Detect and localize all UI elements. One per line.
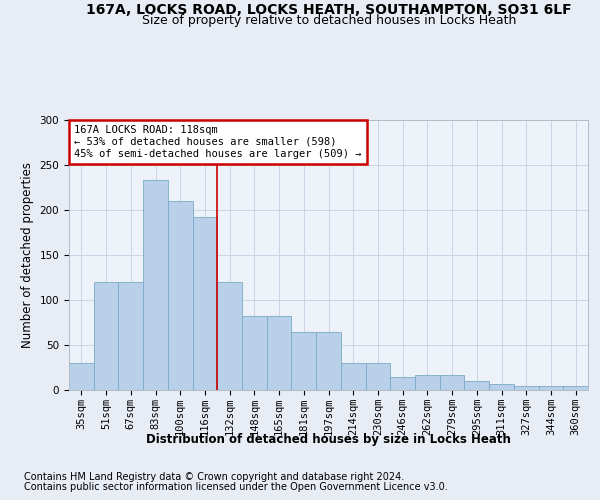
Bar — [118, 282, 143, 390]
Bar — [514, 386, 539, 390]
Bar — [489, 384, 514, 390]
Bar — [193, 217, 217, 390]
Bar — [316, 332, 341, 390]
Text: Contains HM Land Registry data © Crown copyright and database right 2024.: Contains HM Land Registry data © Crown c… — [24, 472, 404, 482]
Bar — [440, 374, 464, 390]
Bar — [267, 316, 292, 390]
Text: Distribution of detached houses by size in Locks Heath: Distribution of detached houses by size … — [146, 432, 511, 446]
Y-axis label: Number of detached properties: Number of detached properties — [21, 162, 34, 348]
Bar — [69, 363, 94, 390]
Bar — [217, 282, 242, 390]
Text: Contains public sector information licensed under the Open Government Licence v3: Contains public sector information licen… — [24, 482, 448, 492]
Bar — [390, 376, 415, 390]
Bar — [168, 201, 193, 390]
Text: 167A LOCKS ROAD: 118sqm
← 53% of detached houses are smaller (598)
45% of semi-d: 167A LOCKS ROAD: 118sqm ← 53% of detache… — [74, 126, 362, 158]
Bar — [292, 332, 316, 390]
Bar — [464, 381, 489, 390]
Bar — [563, 386, 588, 390]
Bar — [365, 363, 390, 390]
Bar — [143, 180, 168, 390]
Bar — [415, 374, 440, 390]
Bar — [94, 282, 118, 390]
Text: Size of property relative to detached houses in Locks Heath: Size of property relative to detached ho… — [142, 14, 516, 27]
Bar — [341, 363, 365, 390]
Text: 167A, LOCKS ROAD, LOCKS HEATH, SOUTHAMPTON, SO31 6LF: 167A, LOCKS ROAD, LOCKS HEATH, SOUTHAMPT… — [86, 4, 572, 18]
Bar — [242, 316, 267, 390]
Bar — [539, 386, 563, 390]
